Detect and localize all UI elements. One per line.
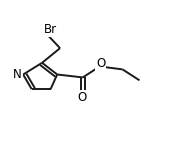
Text: O: O xyxy=(96,57,105,70)
Text: O: O xyxy=(77,91,86,104)
Text: N: N xyxy=(13,68,22,81)
Text: Br: Br xyxy=(44,23,57,36)
